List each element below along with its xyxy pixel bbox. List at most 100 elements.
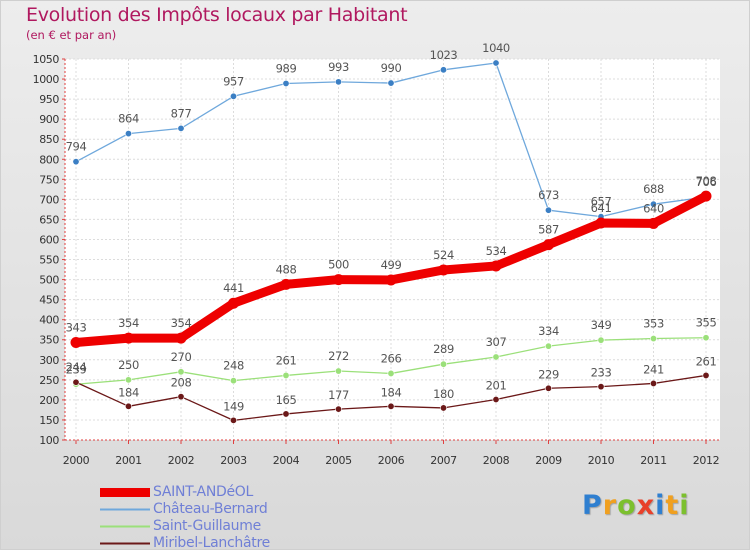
x-tick-label: 2010	[588, 454, 615, 467]
data-label-saint-guillaume: 261	[276, 353, 297, 367]
data-point-saint-guillaume	[492, 353, 500, 361]
legend-label-miribel-lanchatre: Miribel-Lanchâtre	[153, 535, 270, 551]
y-tick-label: 850	[39, 133, 59, 146]
legend-item-miribel-lanchatre: Miribel-Lanchâtre	[100, 535, 270, 552]
y-tick-label: 400	[39, 314, 59, 327]
data-point-saint-andeol	[333, 274, 344, 286]
data-label-saint-guillaume: 248	[223, 359, 244, 373]
data-label-saint-andeol: 641	[591, 201, 612, 215]
legend-swatch-saint-guillaume	[100, 525, 150, 528]
legend: SAINT-ANDéOL Château-Bernard Saint-Guill…	[100, 484, 270, 552]
data-label-saint-andeol: 500	[328, 258, 349, 272]
data-point-chateau-bernard	[387, 79, 395, 87]
data-label-miribel-lanchatre: 208	[171, 376, 192, 390]
y-tick-label: 350	[39, 334, 59, 347]
data-label-chateau-bernard: 1040	[482, 41, 510, 55]
data-label-chateau-bernard: 989	[276, 61, 297, 75]
y-tick-label: 250	[39, 374, 59, 387]
y-tick-label: 150	[39, 414, 59, 427]
y-tick-label: 100	[39, 434, 59, 447]
data-label-saint-andeol: 524	[433, 248, 454, 262]
data-label-miribel-lanchatre: 180	[433, 387, 454, 401]
x-tick-label: 2006	[378, 454, 405, 467]
x-tick-label: 2001	[115, 454, 141, 467]
data-label-saint-andeol: 534	[486, 244, 507, 258]
data-point-miribel-lanchatre	[702, 371, 710, 379]
series-lines	[70, 59, 712, 424]
data-point-saint-guillaume	[597, 336, 605, 344]
legend-label-saint-andeol: SAINT-ANDéOL	[153, 484, 253, 500]
data-label-miribel-lanchatre: 184	[381, 385, 402, 399]
data-label-saint-andeol: 499	[381, 258, 402, 272]
data-point-miribel-lanchatre	[387, 402, 395, 410]
data-label-chateau-bernard: 864	[118, 112, 139, 126]
plot-area	[65, 59, 720, 440]
data-point-saint-andeol	[385, 274, 397, 286]
y-tick-label: 550	[39, 254, 59, 267]
data-label-saint-guillaume: 270	[171, 350, 192, 364]
data-point-saint-andeol	[595, 217, 607, 229]
data-label-chateau-bernard: 688	[643, 182, 664, 196]
data-point-chateau-bernard	[649, 200, 657, 208]
proxiti-logo: Proxiti	[582, 490, 690, 521]
data-point-saint-guillaume	[439, 360, 447, 368]
data-point-saint-andeol	[648, 217, 659, 229]
data-label-miribel-lanchatre: 184	[118, 385, 139, 399]
x-tick-label: 2004	[273, 454, 300, 467]
data-label-saint-andeol: 354	[171, 316, 192, 330]
x-tick-label: 2012	[693, 454, 719, 467]
data-label-saint-andeol: 488	[276, 262, 297, 276]
y-tick-label: 950	[39, 93, 59, 106]
data-point-miribel-lanchatre	[649, 379, 657, 387]
data-point-miribel-lanchatre	[125, 402, 133, 410]
data-point-miribel-lanchatre	[597, 383, 605, 391]
data-label-saint-guillaume: 355	[696, 316, 717, 330]
data-point-saint-guillaume	[230, 377, 238, 385]
data-label-miribel-lanchatre: 229	[538, 367, 559, 381]
y-tick-label: 500	[39, 274, 59, 287]
data-label-saint-guillaume: 239	[66, 362, 87, 376]
data-point-saint-andeol	[228, 297, 239, 309]
chart-title: Evolution des Impôts locaux par Habitant	[26, 4, 408, 26]
data-label-miribel-lanchatre: 241	[643, 362, 664, 376]
legend-swatch-chateau-bernard	[100, 508, 150, 511]
y-tick-label: 700	[39, 193, 59, 206]
data-point-saint-guillaume	[544, 342, 552, 350]
data-label-chateau-bernard: 993	[328, 60, 349, 74]
y-tick-label: 450	[39, 294, 59, 307]
data-label-miribel-lanchatre: 149	[223, 399, 244, 413]
data-point-saint-andeol	[490, 260, 502, 272]
data-point-saint-andeol	[280, 278, 292, 290]
data-label-saint-guillaume: 250	[118, 358, 139, 372]
data-point-saint-andeol	[543, 239, 554, 251]
y-tick-label: 650	[39, 213, 59, 226]
data-point-chateau-bernard	[282, 79, 290, 87]
data-label-saint-andeol: 343	[66, 321, 87, 335]
y-tick-label: 300	[39, 354, 59, 367]
y-tick-label: 600	[39, 233, 59, 246]
data-label-chateau-bernard: 1023	[430, 48, 458, 62]
data-label-saint-guillaume: 307	[486, 335, 507, 349]
y-tick-label: 900	[39, 113, 59, 126]
chart-subtitle: (en € et par an)	[26, 28, 117, 42]
data-label-miribel-lanchatre: 177	[328, 388, 349, 402]
x-tick-label: 2007	[430, 454, 457, 467]
data-point-miribel-lanchatre	[177, 393, 185, 401]
data-label-miribel-lanchatre: 201	[486, 378, 507, 392]
data-point-chateau-bernard	[125, 130, 133, 138]
data-label-saint-guillaume: 289	[433, 342, 454, 356]
y-tick-label: 1000	[33, 73, 60, 86]
y-tick-label: 200	[39, 394, 59, 407]
data-point-chateau-bernard	[334, 78, 342, 86]
data-label-saint-andeol: 354	[118, 316, 139, 330]
data-label-saint-guillaume: 334	[538, 324, 559, 338]
data-label-saint-andeol: 640	[643, 201, 664, 215]
data-point-saint-guillaume	[649, 335, 657, 343]
data-point-saint-guillaume	[334, 367, 342, 375]
x-tick-label: 2009	[535, 454, 562, 467]
data-label-saint-andeol: 587	[538, 223, 559, 237]
legend-label-chateau-bernard: Château-Bernard	[153, 501, 268, 517]
data-point-miribel-lanchatre	[72, 378, 80, 386]
data-point-saint-guillaume	[282, 371, 290, 379]
